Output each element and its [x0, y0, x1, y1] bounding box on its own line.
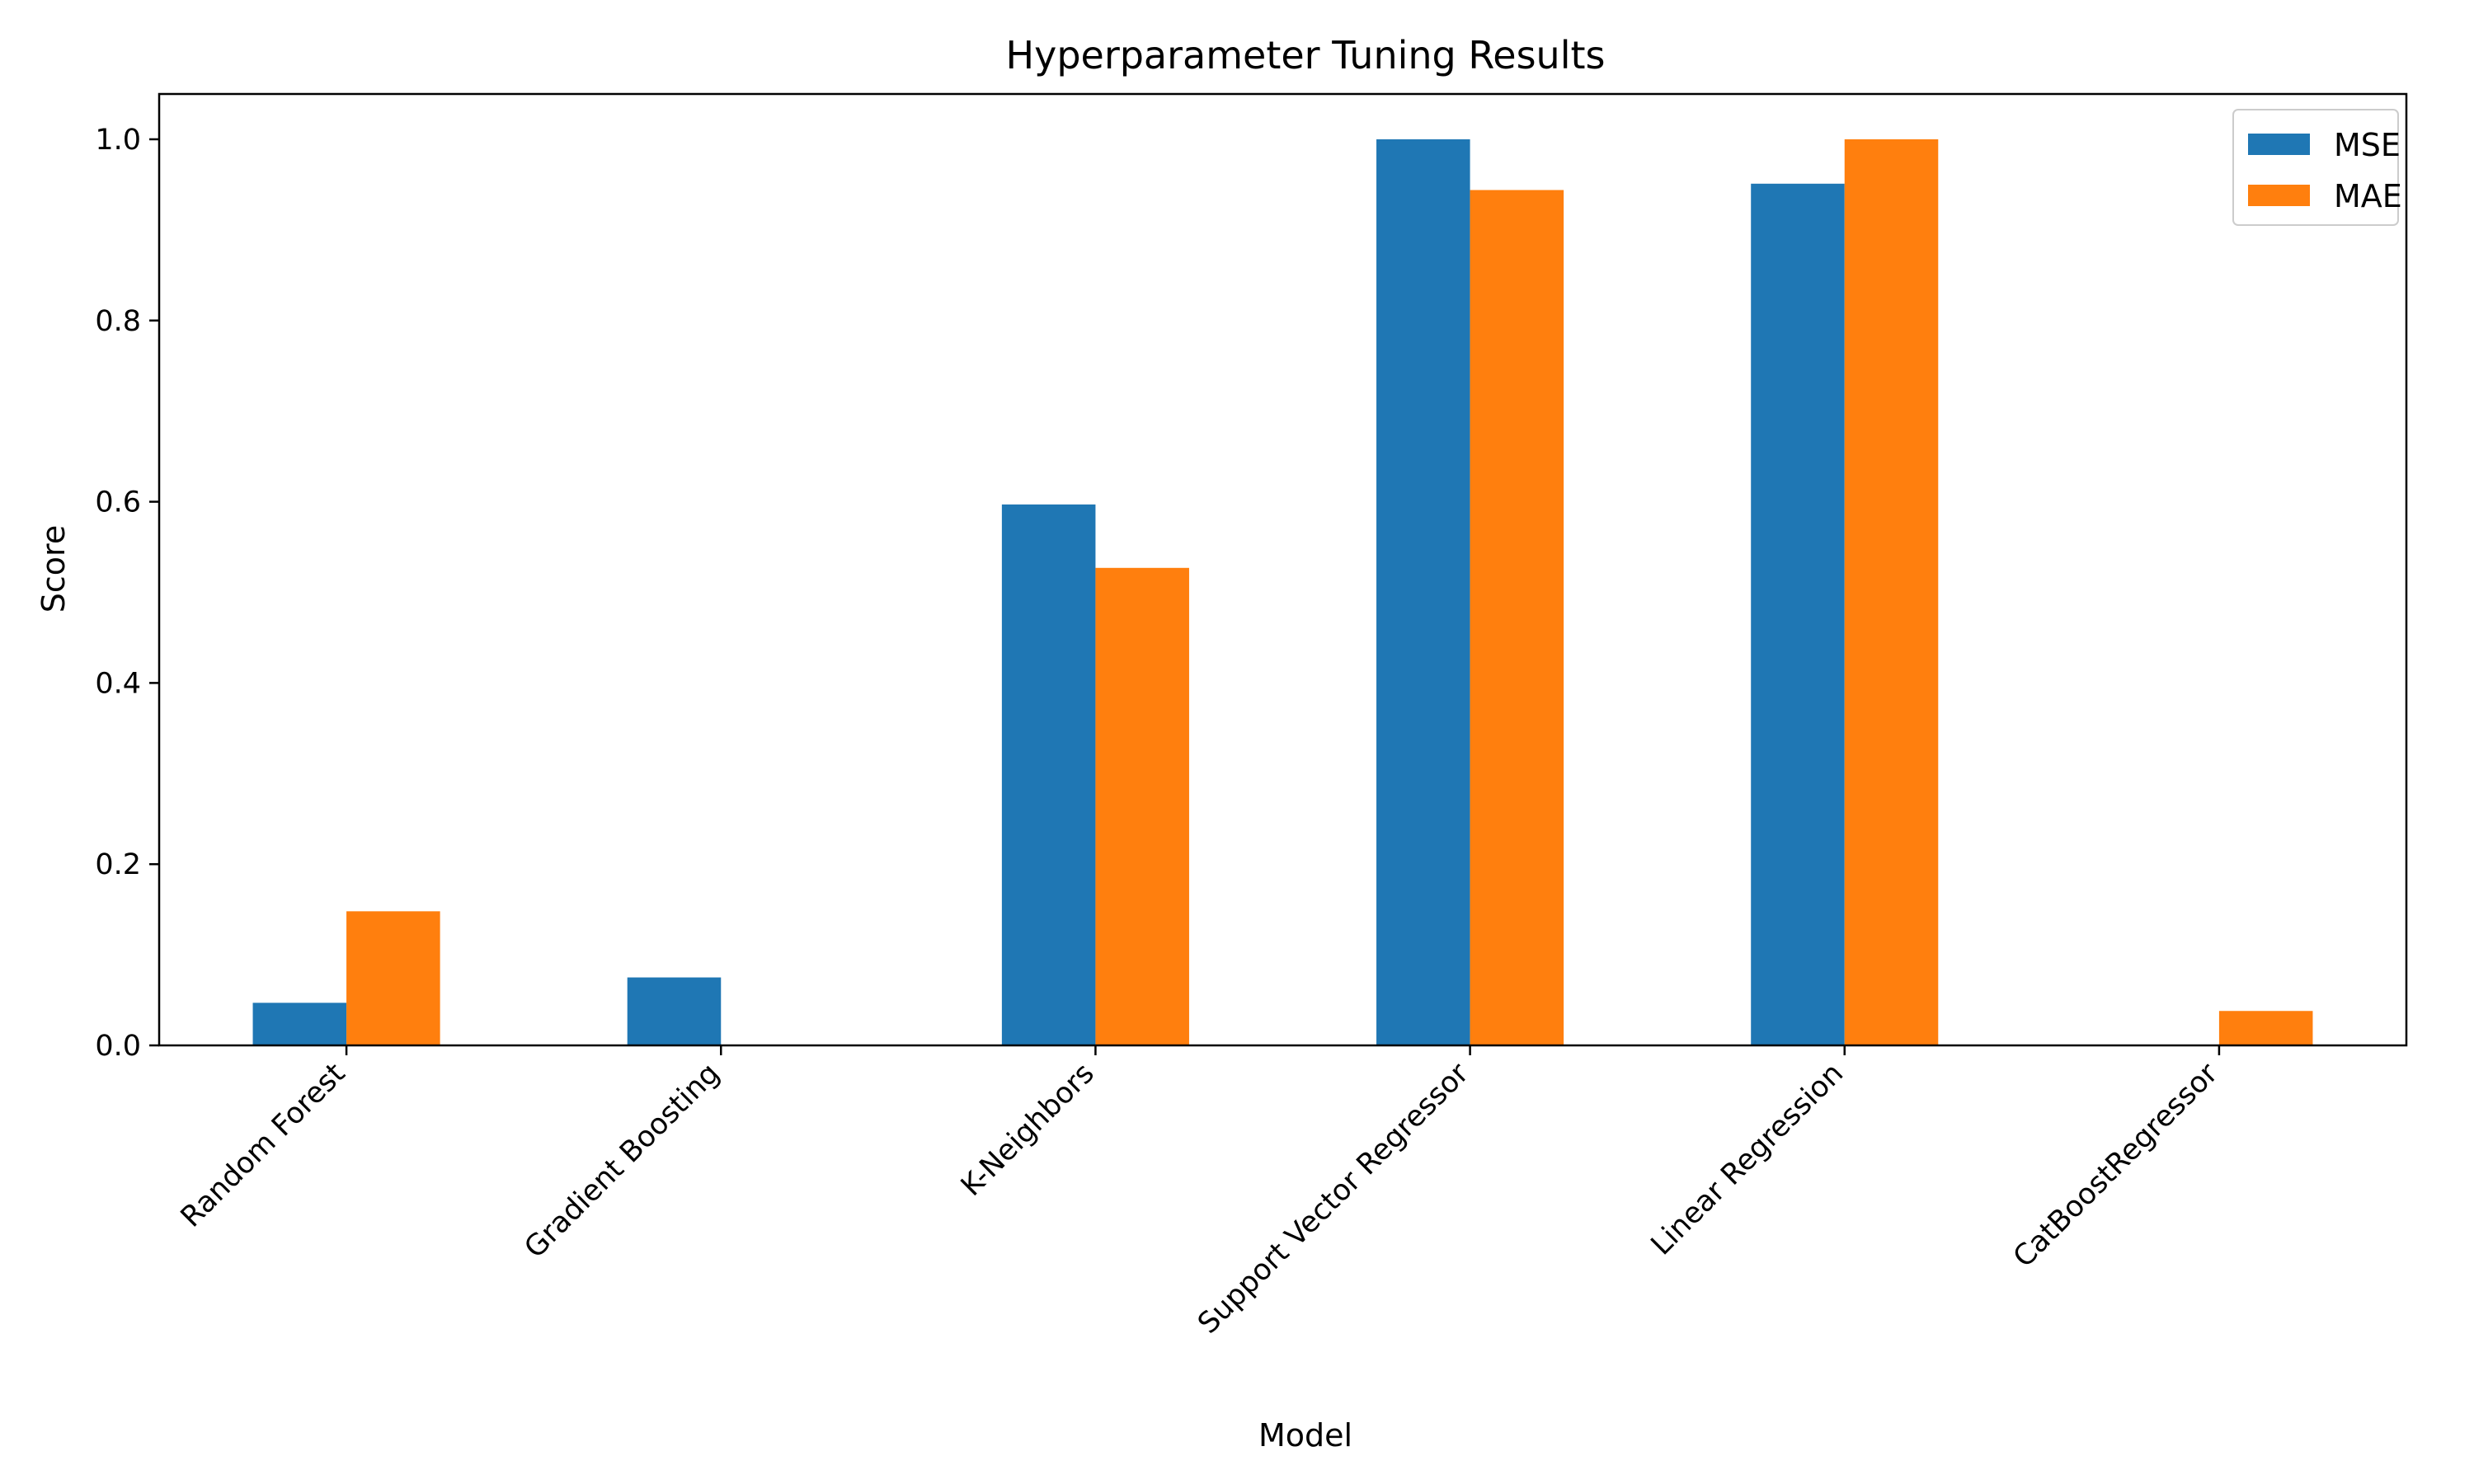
x-tick-label: Linear Regression [1645, 1057, 1850, 1261]
y-tick-label: 0.2 [95, 848, 141, 881]
legend-swatch-mae [2248, 185, 2310, 206]
x-tick-label: K-Neighbors [955, 1057, 1101, 1203]
legend-label-mse: MSE [2334, 127, 2401, 163]
chart-title: Hyperparameter Tuning Results [1006, 33, 1606, 77]
x-tick-label: Random Forest [175, 1057, 352, 1234]
x-axis-label: Model [1258, 1417, 1352, 1453]
x-tick-label: CatBoostRegressor [2007, 1057, 2225, 1275]
y-tick-label: 0.8 [95, 305, 141, 338]
bar-mse-4 [1751, 183, 1845, 1046]
bar-mse-1 [627, 977, 722, 1045]
bar-mse-3 [1376, 139, 1470, 1045]
x-tick-label: Gradient Boosting [519, 1057, 727, 1265]
plot-marks [252, 139, 2313, 1046]
y-tick-label: 0.4 [95, 667, 141, 700]
legend-swatch-mse [2248, 134, 2310, 155]
bar-mae-4 [1844, 139, 1939, 1045]
axes: 0.0 0.2 0.4 0.6 0.8 1.0 Random Forest Gradient … [95, 92, 2408, 1341]
y-tick-label: 0.0 [95, 1030, 141, 1063]
plot-frame [158, 92, 2408, 1047]
legend: MSE MAE [2232, 109, 2402, 226]
x-tick-label: Support Vector Regressor [1192, 1057, 1475, 1341]
y-axis-label: Score [35, 525, 72, 613]
bar-mse-2 [1001, 504, 1096, 1045]
bar-mae-0 [346, 911, 440, 1045]
bar-mae-3 [1470, 190, 1564, 1046]
bar-mae-5 [2218, 1011, 2313, 1045]
bar-mse-0 [252, 1003, 347, 1045]
y-tick-label: 0.6 [95, 486, 141, 519]
legend-label-mae: MAE [2334, 178, 2402, 214]
bar-mae-2 [1095, 567, 1189, 1045]
y-tick-label: 1.0 [95, 124, 141, 157]
